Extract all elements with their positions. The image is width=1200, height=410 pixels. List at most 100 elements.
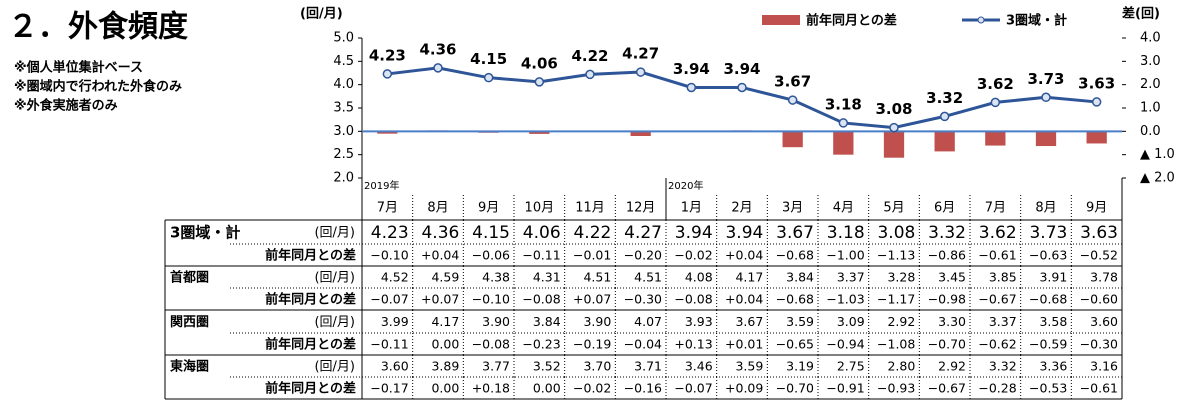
cell: −0.11 [522,248,560,263]
cell: −0.61 [978,248,1016,263]
cell: −0.68 [776,292,814,307]
row-label: 前年同月との差 [265,292,356,308]
cell: −0.02 [573,381,611,396]
cell: −0.20 [624,248,662,263]
y2-tick-label: 1.0 [1140,101,1161,116]
cell: −0.68 [776,248,814,263]
cell: −0.28 [978,381,1016,396]
cell: 3.60 [381,359,409,374]
data-label: 3.63 [1078,74,1115,92]
cell: −1.17 [877,292,915,307]
row-label: 3圏域・計 [170,224,240,242]
cell: −0.19 [573,337,611,352]
data-label: 4.22 [571,47,608,65]
cell: −0.52 [1080,248,1118,263]
bar [1035,131,1057,147]
cell: 0.00 [431,337,459,352]
x-tick-label: 8月 [1035,201,1056,216]
bar [377,131,398,134]
row-unit: (回/月) [314,360,355,375]
y2-axis-title: 差(回) [1122,6,1160,22]
cell: 4.27 [624,223,662,243]
y-tick-label: 3.0 [333,124,354,139]
cell: 3.77 [482,359,510,374]
y2-tick-label: 2.0 [1140,77,1161,92]
point [787,95,798,105]
y2-tick-label: ▲ 1.0 [1140,147,1175,162]
cell: 3.89 [431,359,459,374]
x-tick-label: 12月 [626,201,656,216]
cell: −0.17 [370,381,408,396]
cell: −0.67 [978,292,1016,307]
cell: −0.53 [1029,381,1067,396]
x-tick-label: 7月 [985,201,1006,216]
point [737,82,747,93]
y-tick-label: 4.5 [333,54,354,69]
cell: 2.92 [938,359,966,374]
data-label: 3.94 [673,60,710,78]
cell: 3.36 [1039,359,1067,374]
cell: 3.91 [1039,270,1067,285]
bar [985,131,1006,146]
cell: +0.04 [725,292,763,307]
cell: −0.59 [1029,337,1067,352]
data-label: 4.27 [622,45,659,63]
cell: −0.94 [826,337,864,352]
cell: −0.93 [877,381,915,396]
data-label: 3.94 [723,60,760,78]
cell: 3.52 [533,359,561,374]
cell: −0.70 [928,337,966,352]
cell: 3.45 [938,270,966,285]
x-tick-label: 6月 [934,201,955,216]
cell: −0.68 [1029,292,1067,307]
cell: −0.86 [928,248,966,263]
row-label: 前年同月との差 [265,248,356,264]
cell: −0.30 [624,292,662,307]
cell: +0.04 [421,248,459,263]
cell: −1.00 [826,248,864,263]
cell: −0.10 [472,292,510,307]
row-unit: (回/月) [314,271,355,286]
cell: 3.93 [685,314,713,329]
point [635,67,646,77]
cell: −0.08 [674,292,712,307]
x-tick-label: 11月 [575,201,605,216]
row-unit: (回/月) [314,226,355,241]
note: ※個人単位集計ベース [14,60,143,76]
cell: −0.11 [370,337,408,352]
point [382,69,393,79]
cell: 3.63 [1080,223,1118,243]
point [1041,92,1051,103]
cell: 3.67 [735,314,763,329]
cell: −0.01 [573,248,611,263]
data-label: 4.23 [369,46,406,64]
y2-tick-label: 3.0 [1140,54,1161,69]
cell: −0.07 [370,292,408,307]
cell: 3.59 [786,314,814,329]
cell: 3.90 [482,314,510,329]
cell: 3.32 [928,223,966,243]
bar [883,131,905,158]
cell: −0.63 [1029,248,1067,263]
cell: −1.13 [877,248,915,263]
cell: +0.07 [573,292,611,307]
cell: −0.98 [928,292,966,307]
cell: 3.46 [685,359,713,374]
cell: −0.61 [1080,381,1118,396]
legend-label: 3圏域・計 [1006,13,1067,29]
cell: 3.59 [735,359,763,374]
note: ※圏域内で行われた外食のみ [14,79,182,95]
cell: 3.30 [938,314,966,329]
page-title: ２．外食頻度 [8,10,188,45]
cell: 4.36 [421,223,459,243]
data-label: 3.32 [926,89,963,107]
point [686,82,697,93]
y2-tick-label: 0.0 [1140,124,1161,139]
cell: −0.04 [624,337,662,352]
x-tick-label: 4月 [833,201,854,216]
data-label: 4.06 [521,54,558,72]
cell: 3.84 [533,314,561,329]
cell: 4.51 [634,270,662,285]
data-label: 3.67 [774,73,811,91]
legend-label: 前年同月との差 [806,13,897,29]
